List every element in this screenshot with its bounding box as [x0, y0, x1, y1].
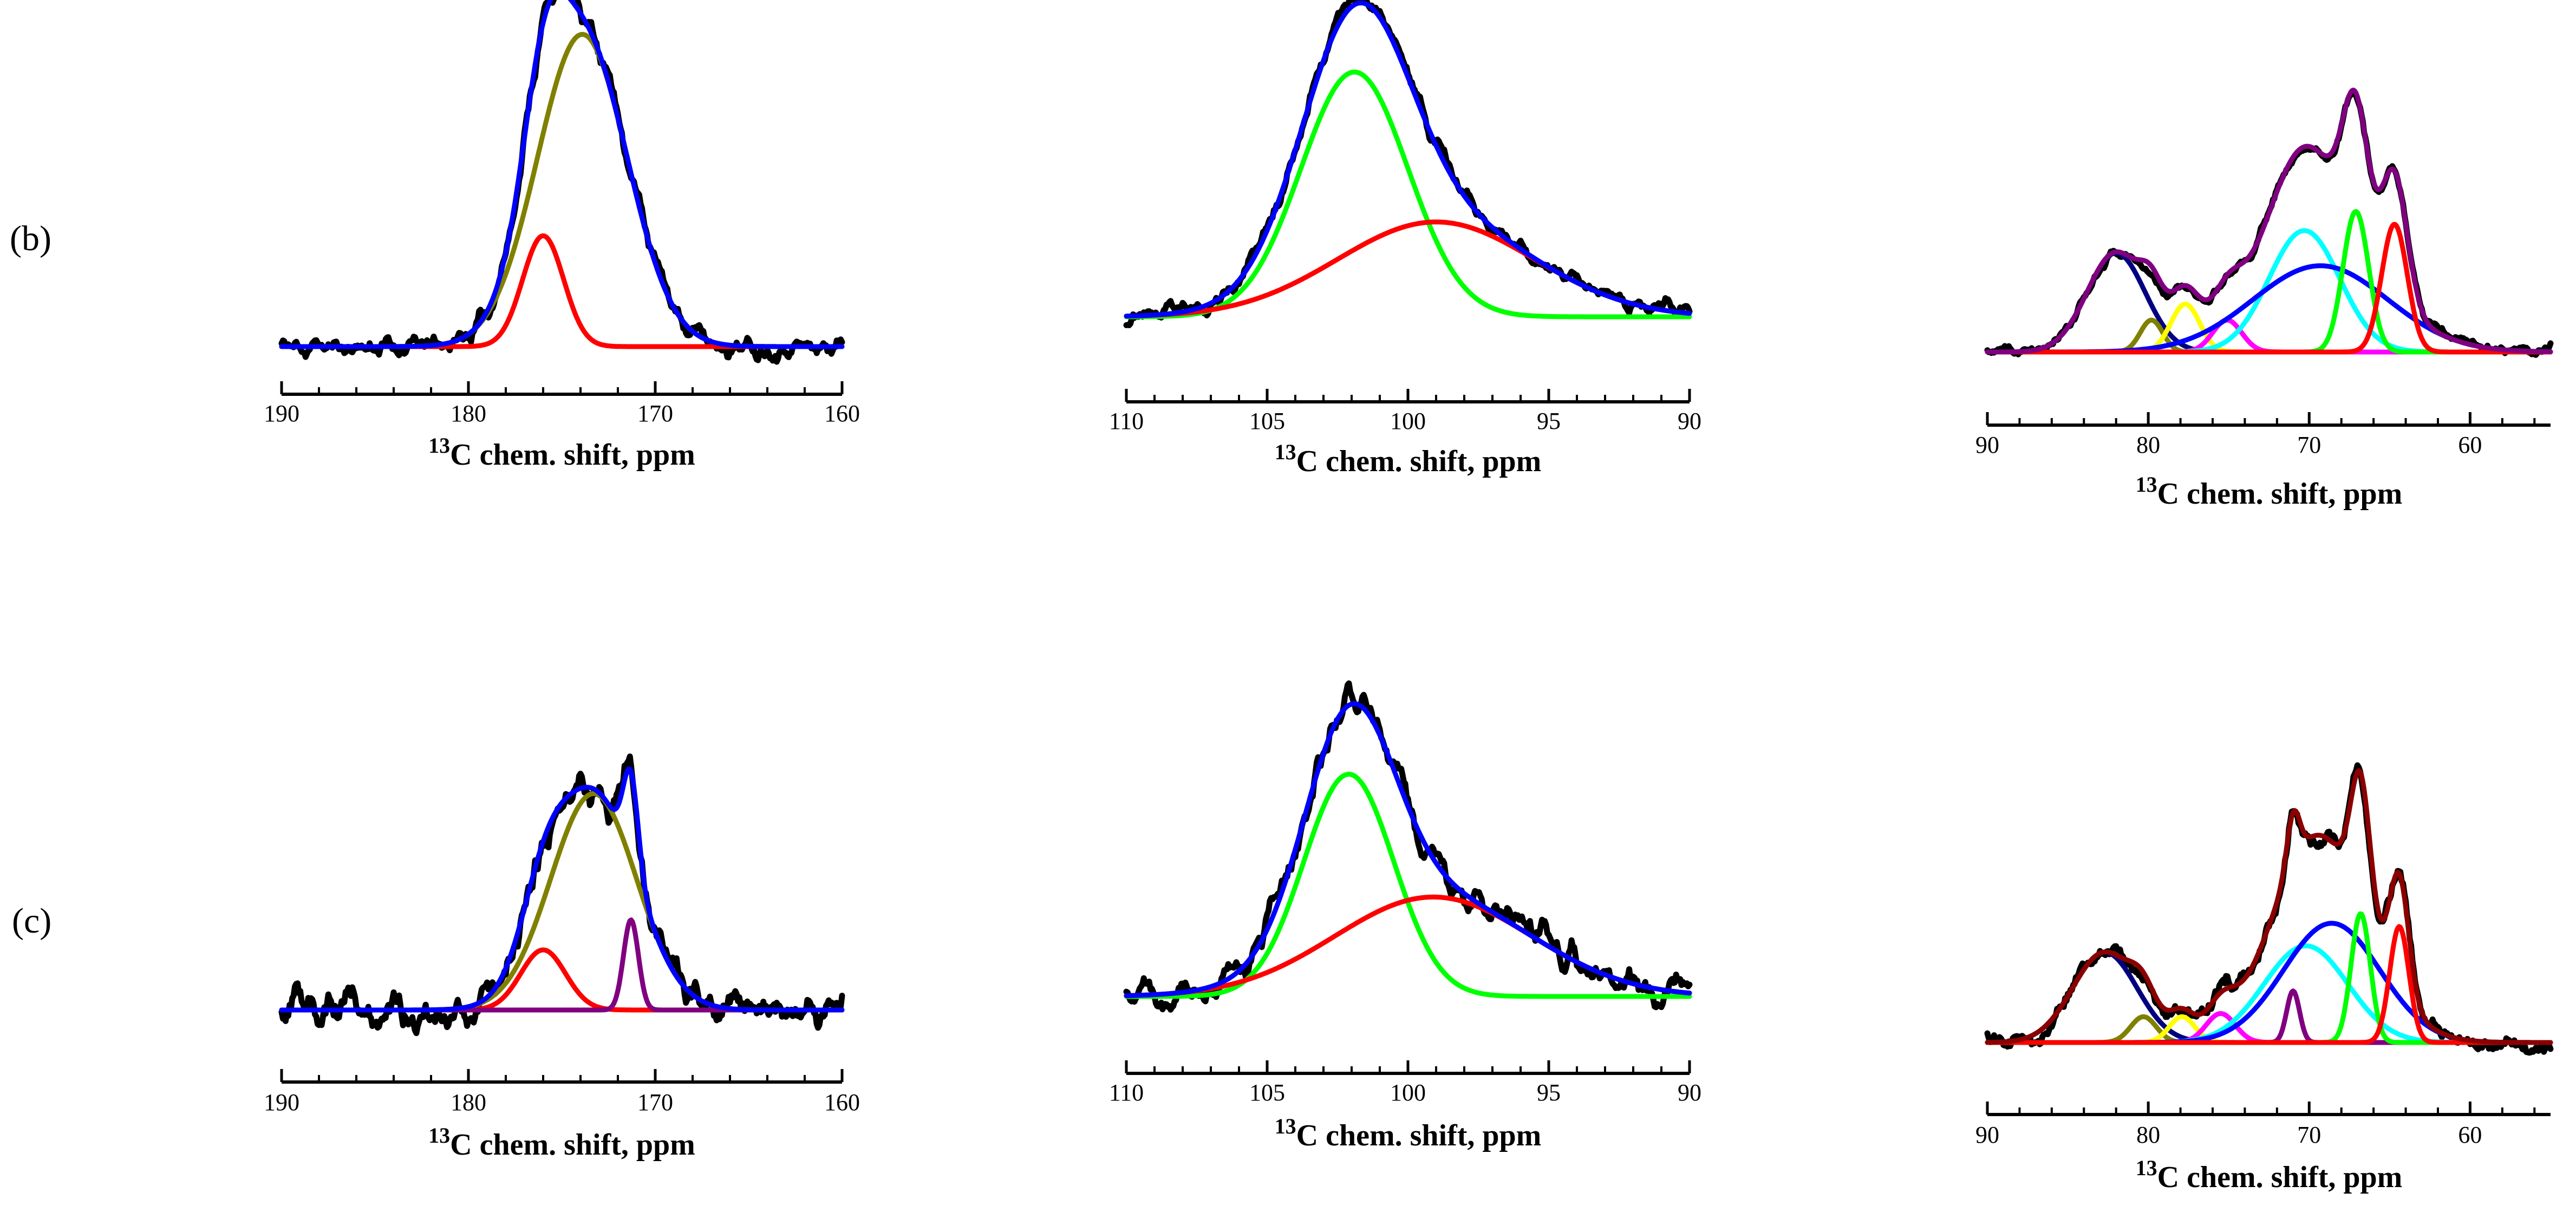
series-fit-sum — [1124, 701, 1692, 999]
x-tick-label-70: 70 — [2297, 432, 2321, 458]
panel-label-b: (b) — [10, 219, 51, 258]
x-tick-label-160: 160 — [824, 400, 860, 427]
chart-c-carbonyl: 190 180 170 160 13C chem. shift, ppm — [264, 753, 860, 1162]
series-component-2 — [279, 791, 845, 1013]
x-tick-label-95: 95 — [1537, 408, 1561, 434]
chart-c-anomeric: 110 105 100 95 90 13C chem. shift, ppm — [1109, 680, 1701, 1152]
x-tick-label-100: 100 — [1390, 408, 1426, 434]
x-tick-label-110: 110 — [1109, 1079, 1144, 1106]
x-tick-label-190: 190 — [264, 400, 299, 427]
x-axis-label-superscript: 13 — [1275, 440, 1296, 464]
x-tick-label-95: 95 — [1537, 1079, 1561, 1106]
x-tick-label-90: 90 — [1975, 1122, 1999, 1148]
series-component-1 — [279, 233, 845, 349]
x-axis-label: 13C chem. shift, ppm — [1275, 1114, 1542, 1152]
x-tick-label-60: 60 — [2458, 1122, 2482, 1148]
x-axis-label-text: C chem. shift, ppm — [2157, 1161, 2403, 1194]
x-axis-label: 13C chem. shift, ppm — [428, 1123, 695, 1162]
x-axis-label-superscript: 13 — [2136, 1156, 2157, 1180]
series-component-5 — [1985, 988, 2553, 1045]
series-experimental — [278, 753, 845, 1037]
series-fit-sum — [1985, 87, 2553, 355]
series-fit-sum — [1985, 768, 2553, 1045]
x-tick-label-70: 70 — [2297, 1122, 2321, 1148]
chart-b-anomeric: 110 105 100 95 90 13C chem. shift, ppm — [1109, 0, 1701, 478]
x-tick-label-105: 105 — [1249, 1079, 1285, 1106]
x-tick-label-160: 160 — [824, 1089, 860, 1116]
x-tick-label-60: 60 — [2458, 432, 2482, 458]
series-component-1 — [1124, 69, 1692, 320]
x-tick-label-170: 170 — [637, 1089, 673, 1116]
series-component-1 — [1985, 949, 2553, 1045]
series-fit-sum — [279, 0, 845, 349]
series-experimental — [278, 0, 845, 365]
chart-c-ring-carbons: 90 80 70 60 13C chem. shift, ppm — [1975, 762, 2554, 1194]
series-component-9 — [1985, 924, 2553, 1045]
chart-b-ring-carbons: 90 80 70 60 13C chem. shift, ppm — [1975, 87, 2554, 511]
x-axis-label-text: C chem. shift, ppm — [450, 438, 695, 472]
series-experimental — [1123, 680, 1693, 1013]
x-tick-label-90: 90 — [1678, 408, 1701, 434]
x-axis-label-text: C chem. shift, ppm — [450, 1128, 695, 1162]
x-axis-label: 13C chem. shift, ppm — [2136, 1156, 2403, 1194]
chart-b-carbonyl: 190 180 170 160 13C chem. shift, ppm — [264, 0, 860, 472]
x-tick-label-100: 100 — [1390, 1079, 1426, 1106]
x-tick-label-180: 180 — [451, 400, 486, 427]
x-axis-label-text: C chem. shift, ppm — [1296, 1119, 1542, 1152]
x-axis-label: 13C chem. shift, ppm — [2136, 472, 2403, 511]
x-tick-label-90: 90 — [1678, 1079, 1701, 1106]
series-fit-sum — [279, 766, 845, 1013]
x-axis-label: 13C chem. shift, ppm — [428, 433, 695, 472]
series-experimental — [1984, 762, 2554, 1056]
series-component-5 — [1985, 228, 2553, 355]
x-tick-label-105: 105 — [1249, 408, 1285, 434]
x-axis-label-superscript: 13 — [428, 433, 450, 458]
series-component-8 — [1985, 221, 2553, 355]
series-experimental — [1984, 88, 2554, 358]
series-component-2 — [279, 31, 845, 349]
x-axis-label-superscript: 13 — [2136, 472, 2157, 497]
x-tick-label-190: 190 — [264, 1089, 299, 1116]
x-tick-label-80: 80 — [2136, 432, 2160, 458]
series-component-2 — [1124, 894, 1692, 999]
series-component-1 — [279, 947, 845, 1013]
x-tick-label-80: 80 — [2136, 1122, 2160, 1148]
x-tick-label-170: 170 — [637, 400, 673, 427]
x-tick-label-110: 110 — [1109, 408, 1144, 434]
x-axis-label-text: C chem. shift, ppm — [1296, 445, 1542, 478]
series-fit-sum — [1124, 0, 1692, 319]
x-axis-label: 13C chem. shift, ppm — [1275, 440, 1542, 478]
x-tick-label-90: 90 — [1975, 432, 1999, 458]
x-axis-label-superscript: 13 — [428, 1123, 450, 1148]
x-axis-label-text: C chem. shift, ppm — [2157, 477, 2403, 511]
x-tick-label-180: 180 — [451, 1089, 486, 1116]
x-axis-label-superscript: 13 — [1275, 1114, 1296, 1138]
panel-label-c: (c) — [12, 901, 51, 941]
